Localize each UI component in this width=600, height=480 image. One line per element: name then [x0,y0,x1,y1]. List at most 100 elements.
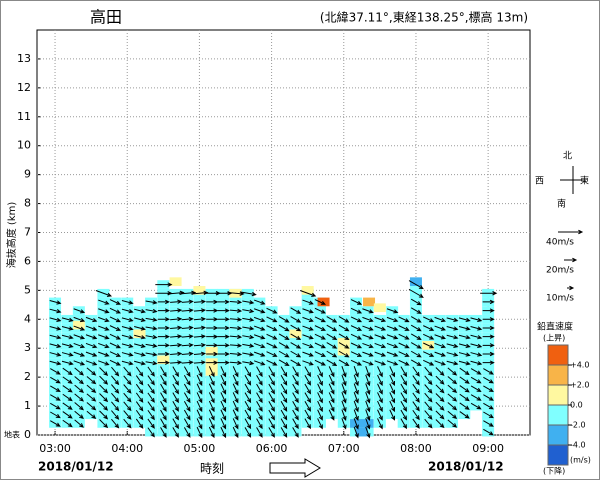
wind-arrow [423,325,435,331]
wind-arrow [157,317,170,322]
wind-arrow [435,410,445,420]
wind-arrow [353,392,359,404]
wind-arrow [400,375,408,386]
wind-arrow [160,401,167,412]
wind-arrow [338,316,350,323]
wind-arrow [172,366,179,378]
wind-arrow [99,375,109,385]
wind-arrow [98,308,110,314]
wind-arrow [447,410,458,420]
wind-arrow [400,409,408,421]
wind-arrow [389,366,396,378]
wind-arrow [160,409,167,421]
wind-arrow [217,360,230,365]
wind-arrow [470,368,482,375]
y-tick-label: 13 [17,52,31,65]
wind-arrow [386,325,399,331]
wind-arrow [400,383,408,395]
wind-arrow [389,392,396,404]
wind-arrow [435,393,445,403]
wind-arrow [181,360,194,365]
wind-arrow [220,400,227,413]
wind-arrow [145,300,158,305]
wind-arrow [208,374,215,387]
wind-arrow [447,376,458,385]
wind-arrow [386,316,399,323]
wind-arrow [350,333,363,340]
wind-arrow [111,401,120,412]
wind-arrow [50,411,61,419]
wind-arrow [410,359,422,367]
wind-arrow [232,374,239,387]
wind-arrow [458,326,471,331]
wind-arrow [99,393,109,403]
wind-arrow [290,359,302,367]
wind-arrow [253,334,266,340]
wind-arrow [278,350,290,358]
wind-arrow [74,384,84,393]
wind-arrow [350,351,363,357]
color-legend-unit: (m/s) [570,456,591,465]
wind-arrow [123,410,132,420]
wind-arrow [266,359,278,366]
wind-arrow [170,316,183,322]
wind-arrow [253,308,266,314]
wind-arrow [61,326,74,331]
wind-arrow [193,308,207,313]
wind-arrow [328,374,335,387]
wind-arrow [135,383,144,395]
wind-arrow [410,350,422,358]
color-legend-label: +2.0 [570,381,589,390]
wind-arrow [172,418,179,430]
wind-arrow [434,325,447,331]
y-tick-label: 2 [24,370,31,383]
wind-arrow [160,375,167,386]
wind-arrow [424,392,433,403]
y-tick-label: 4 [24,312,31,325]
wind-arrow [244,401,252,412]
wind-arrow [61,317,74,322]
wind-arrow [147,418,155,429]
wind-arrow [410,307,422,314]
wind-arrow [326,359,338,367]
wind-arrow [134,334,146,340]
wind-arrow [353,409,359,421]
wind-arrow [253,342,266,349]
y-tick-label: 1 [24,399,31,412]
wind-arrow [183,392,191,404]
wind-arrow [338,333,350,340]
wind-arrow [278,333,290,340]
wind-arrow [290,307,302,314]
wind-arrow [434,316,447,323]
wind-arrow [374,342,387,349]
wind-arrow [206,325,219,331]
wind-arrow [302,299,314,305]
wind-arrow [400,401,408,412]
wind-arrow [145,317,158,322]
wind-arrow [193,334,207,339]
wind-arrow [193,316,207,322]
color-legend-swatch [547,404,569,426]
wind-arrow [389,383,396,395]
wind-arrow [196,426,203,439]
wind-arrow [338,350,350,358]
wind-arrow [412,366,420,377]
wind-arrow [193,299,207,304]
wind-arrow [317,418,323,430]
wind-arrow [350,325,363,331]
wind-arrow [268,366,275,378]
wind-arrow [424,366,433,377]
x-tick-label: 03:00 [39,442,71,455]
arrows [49,280,498,439]
wind-arrow [446,343,459,348]
wind-arrow [232,418,239,430]
wind-arrow [134,326,146,331]
wind-arrow [304,401,312,412]
wind-arrow [62,411,73,419]
wind-arrow [181,342,194,348]
wind-arrow [206,343,219,348]
wind-arrow [183,383,191,395]
wind-arrow [398,325,410,331]
wind-arrow [353,418,359,430]
wind-arrow [147,392,155,403]
